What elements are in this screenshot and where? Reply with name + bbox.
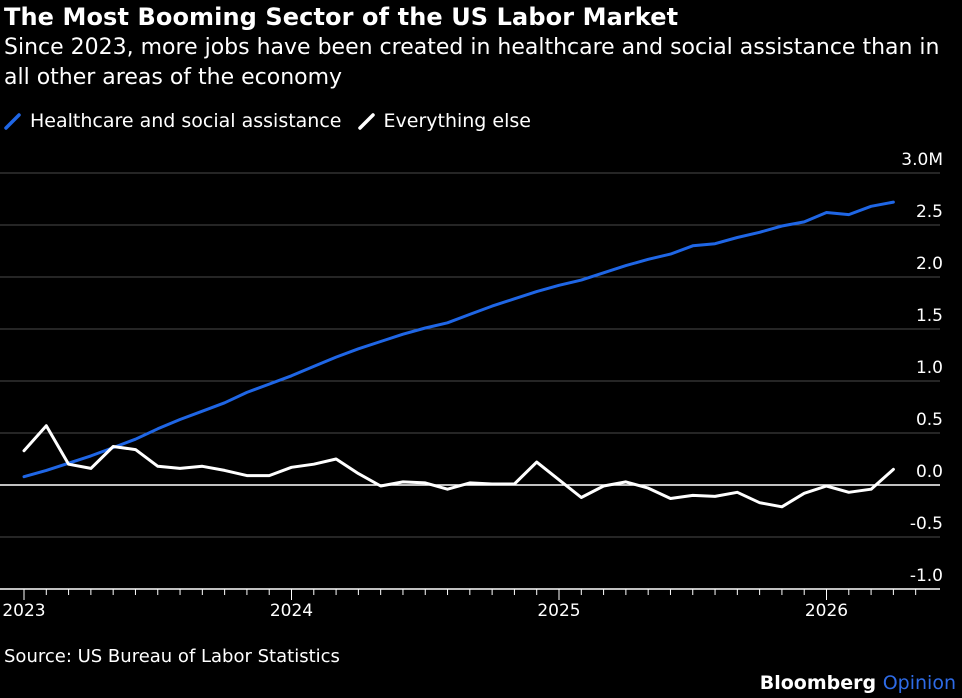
y-tick-label: 2.5: [916, 202, 943, 222]
y-tick-label: 1.5: [916, 306, 943, 326]
legend: Healthcare and social assistance Everyth…: [4, 108, 547, 134]
y-tick-label: -0.5: [910, 514, 943, 534]
legend-item-everything-else: Everything else: [357, 110, 531, 132]
y-tick-label: -1.0: [910, 566, 943, 586]
y-tick-label: 2.0: [916, 254, 943, 274]
source-note: Source: US Bureau of Labor Statistics: [4, 646, 340, 667]
brand-logo: Bloomberg Opinion: [760, 672, 956, 694]
brand-main: Bloomberg: [759, 672, 877, 694]
y-tick-label: 1.0: [916, 358, 943, 378]
x-tick-label: 2025: [537, 601, 580, 621]
legend-swatch-everything-else: [357, 112, 376, 130]
y-tick-label: 0.0: [916, 462, 943, 482]
brand-sub: Opinion: [882, 672, 956, 694]
y-tick-label: 3.0M: [901, 150, 943, 170]
y-tick-label: 0.5: [916, 410, 943, 430]
series-line-healthcare: [22, 200, 895, 479]
x-tick-label: 2024: [270, 601, 313, 621]
legend-item-healthcare: Healthcare and social assistance: [4, 110, 342, 132]
chart-subtitle: Since 2023, more jobs have been created …: [4, 35, 940, 90]
legend-label-everything-else: Everything else: [383, 110, 531, 132]
legend-label-healthcare: Healthcare and social assistance: [30, 110, 342, 132]
chart-title: The Most Booming Sector of the US Labor …: [4, 3, 679, 31]
series-line-everything-else: [22, 424, 895, 509]
x-tick-label: 2023: [2, 601, 45, 621]
x-tick-label: 2026: [805, 601, 848, 621]
legend-swatch-healthcare: [4, 112, 22, 130]
